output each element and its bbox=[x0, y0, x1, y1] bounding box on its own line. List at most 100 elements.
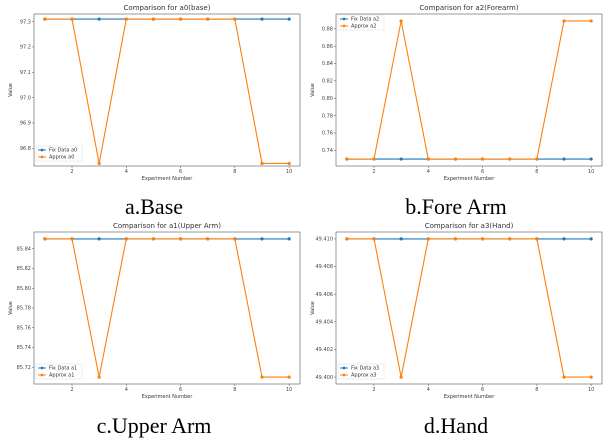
data-point bbox=[426, 157, 430, 161]
data-point bbox=[151, 17, 156, 21]
plot-frame bbox=[335, 13, 603, 167]
chart-panel-upper-arm: Comparison for a1(Upper Arm) 2 4 6 8 10 85.72 8… bbox=[4, 220, 304, 410]
data-point bbox=[399, 19, 403, 23]
plot-frame bbox=[33, 231, 301, 385]
x-axis-label: Experiment Number bbox=[444, 176, 496, 182]
x-tick-label: 8 bbox=[233, 387, 236, 393]
legend-marker bbox=[342, 24, 346, 28]
data-point bbox=[508, 157, 512, 161]
data-point bbox=[97, 375, 101, 379]
y-tick-label: 97.3 bbox=[20, 19, 31, 25]
legend-entry: Approx a2 bbox=[351, 24, 376, 30]
legend-entry: Approx a3 bbox=[351, 373, 376, 379]
data-point bbox=[287, 161, 291, 166]
data-point bbox=[124, 237, 128, 241]
data-point bbox=[480, 157, 485, 161]
x-tick-label: 2 bbox=[372, 387, 375, 393]
data-point bbox=[453, 237, 458, 241]
data-point bbox=[535, 237, 539, 241]
caption-base: a.Base bbox=[124, 194, 184, 219]
data-point bbox=[345, 237, 349, 241]
series-line bbox=[346, 238, 592, 378]
series-line bbox=[346, 20, 592, 160]
caption-forearm: b.Fore Arm bbox=[405, 194, 507, 219]
data-point bbox=[372, 157, 376, 161]
data-point bbox=[399, 375, 403, 379]
data-point bbox=[206, 17, 210, 21]
data-point bbox=[589, 375, 593, 379]
x-axis-label: Experiment Number bbox=[444, 394, 496, 400]
legend-box bbox=[35, 363, 83, 380]
data-point bbox=[589, 19, 593, 23]
x-tick-label: 8 bbox=[233, 169, 236, 175]
chart-title: Comparison for a1(Upper Arm) bbox=[113, 222, 221, 230]
chart-base: Comparison for a0(base) 2 4 6 8 10 96.8 96.9 97.… bbox=[8, 4, 301, 182]
data-point bbox=[233, 237, 237, 241]
data-point bbox=[124, 17, 128, 21]
x-tick-label: 4 bbox=[125, 387, 128, 393]
legend-marker bbox=[342, 17, 346, 21]
data-point bbox=[70, 237, 74, 241]
data-point bbox=[287, 375, 291, 379]
y-tick-label: 85.76 bbox=[17, 325, 31, 331]
chart-panel-hand: Comparison for a3(Hand) 2 4 6 8 10 49.400 49.40… bbox=[306, 220, 606, 410]
data-point bbox=[260, 237, 264, 241]
legend-marker bbox=[40, 155, 44, 159]
data-point bbox=[70, 17, 74, 21]
legend-box bbox=[337, 363, 385, 380]
y-tick-label: 0.74 bbox=[322, 148, 333, 154]
data-point bbox=[206, 237, 210, 241]
legend-marker bbox=[342, 366, 346, 370]
data-point bbox=[178, 237, 183, 241]
legend-box bbox=[337, 14, 385, 31]
y-tick-label: 0.76 bbox=[322, 131, 333, 137]
y-tick-label: 49.406 bbox=[316, 292, 334, 298]
data-point bbox=[453, 157, 458, 161]
y-tick-label: 85.84 bbox=[17, 246, 31, 252]
data-point bbox=[233, 17, 237, 21]
y-tick-label: 97.0 bbox=[20, 95, 31, 101]
x-tick-label: 2 bbox=[70, 169, 73, 175]
y-tick-label: 85.82 bbox=[17, 266, 31, 272]
x-tick-label: 2 bbox=[372, 169, 375, 175]
plot-frame bbox=[335, 231, 603, 385]
legend-marker bbox=[40, 373, 44, 377]
x-tick-label: 4 bbox=[427, 387, 430, 393]
data-point bbox=[151, 237, 156, 241]
chart-panel-base: Comparison for a0(base) 2 4 6 8 10 96.8 96.9 97.… bbox=[4, 2, 304, 192]
data-point bbox=[399, 157, 403, 161]
legend-entry: Fix Data a2 bbox=[351, 17, 379, 23]
data-point bbox=[43, 17, 47, 21]
x-tick-label: 10 bbox=[286, 387, 292, 393]
y-tick-label: 0.78 bbox=[322, 113, 333, 119]
legend-marker bbox=[40, 148, 44, 152]
y-tick-label: 97.1 bbox=[20, 70, 31, 76]
chart-title: Comparison for a0(base) bbox=[124, 4, 211, 12]
x-axis-label: Experiment Number bbox=[142, 394, 194, 400]
data-point bbox=[562, 237, 566, 241]
chart-upper-arm: Comparison for a1(Upper Arm) 2 4 6 8 10 85.72 8… bbox=[8, 222, 301, 400]
x-tick-label: 2 bbox=[70, 387, 73, 393]
legend-entry: Fix Data a1 bbox=[49, 366, 77, 372]
data-point bbox=[97, 161, 101, 166]
data-point bbox=[562, 19, 566, 23]
data-point bbox=[480, 237, 485, 241]
data-point bbox=[260, 17, 264, 21]
plot-frame bbox=[33, 13, 301, 167]
y-tick-label: 85.78 bbox=[17, 306, 31, 312]
legend-marker bbox=[40, 366, 44, 370]
y-tick-label: 49.400 bbox=[316, 375, 334, 381]
y-tick-label: 0.80 bbox=[322, 96, 333, 102]
x-tick-label: 4 bbox=[125, 169, 128, 175]
x-tick-label: 6 bbox=[481, 387, 484, 393]
y-tick-label: 49.402 bbox=[316, 347, 334, 353]
data-point bbox=[43, 237, 47, 241]
data-point bbox=[287, 17, 291, 21]
y-axis-label: Value bbox=[8, 301, 14, 315]
x-tick-label: 8 bbox=[535, 169, 538, 175]
x-tick-label: 4 bbox=[427, 169, 430, 175]
data-point bbox=[589, 237, 593, 241]
y-tick-label: 96.8 bbox=[20, 146, 31, 152]
y-tick-label: 0.84 bbox=[322, 61, 333, 67]
y-tick-label: 49.408 bbox=[316, 264, 334, 270]
